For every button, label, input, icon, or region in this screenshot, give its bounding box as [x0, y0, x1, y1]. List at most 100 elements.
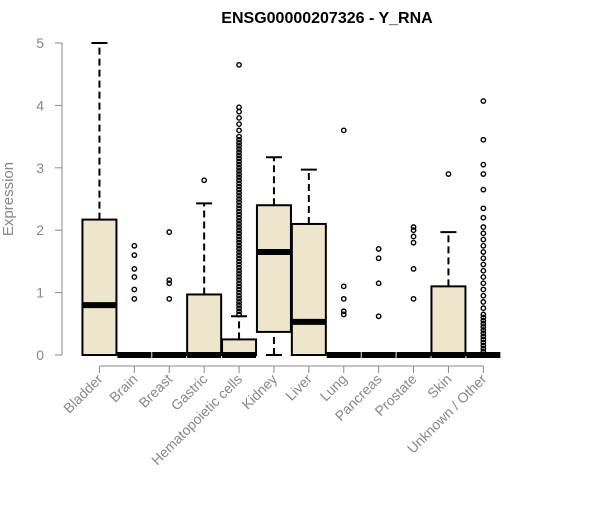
outlier-point [236, 261, 242, 268]
outlier-point [236, 230, 242, 237]
box-bladder [81, 42, 118, 356]
outlier-point [375, 280, 382, 287]
outlier-point [410, 233, 417, 240]
outlier-point [480, 214, 487, 221]
outlier-point [480, 327, 487, 333]
outlier-point [236, 133, 242, 140]
boxes [81, 42, 501, 358]
outlier-point [236, 158, 242, 165]
box-prostate [396, 224, 431, 358]
outlier-point [236, 239, 242, 246]
outlier-point [236, 136, 242, 143]
outlier-point [480, 98, 487, 104]
y-tick-label: 1 [36, 285, 44, 301]
outlier-point [236, 286, 242, 293]
box-iqr [290, 222, 327, 356]
outlier-point [236, 258, 242, 265]
outlier-point [236, 308, 242, 315]
outlier-point [236, 305, 242, 312]
x-tick-label: Liver [282, 371, 315, 404]
outlier-point [480, 345, 487, 352]
y-tick-label: 3 [36, 160, 44, 176]
outlier-point [236, 205, 242, 212]
outlier-point [236, 180, 242, 187]
outlier-point [236, 189, 242, 196]
outlier-point [480, 224, 487, 230]
outlier-point [480, 205, 487, 212]
outlier-point [236, 177, 242, 184]
outlier-point [131, 242, 138, 249]
outlier-point [236, 164, 242, 171]
outlier-point [375, 313, 382, 320]
outlier-point [375, 246, 382, 252]
outlier-point [236, 161, 242, 168]
outlier-point [480, 292, 487, 299]
outlier-point [340, 295, 347, 302]
outlier-point [480, 320, 487, 327]
outlier-point [480, 261, 487, 268]
box-liver [290, 168, 327, 356]
box-unknown-other [466, 98, 501, 358]
outlier-point [480, 305, 487, 312]
outlier-point [236, 104, 242, 111]
box-pancreas [361, 246, 396, 358]
outlier-point [236, 192, 242, 199]
outlier-point [236, 149, 242, 156]
outlier-point [236, 233, 242, 240]
outlier-point [480, 274, 487, 280]
outlier-point [236, 127, 242, 134]
outlier-point [480, 311, 487, 318]
outlier-point [236, 270, 242, 277]
x-tick-label: Bladder [60, 371, 106, 417]
outlier-point [236, 214, 242, 221]
outlier-point [236, 227, 242, 234]
outlier-point [480, 342, 487, 349]
outlier-point [236, 186, 242, 193]
outlier-point [236, 221, 242, 227]
outlier-point [236, 143, 242, 149]
outlier-point [236, 171, 242, 177]
outlier-point [480, 186, 487, 193]
outlier-point [236, 302, 242, 308]
outlier-point [236, 217, 242, 224]
outlier-point [236, 277, 242, 284]
outlier-point [236, 274, 242, 280]
outlier-point [201, 177, 208, 184]
outlier-point [236, 174, 242, 181]
outlier-point [480, 286, 487, 293]
outlier-point [131, 274, 138, 280]
outlier-point [480, 230, 487, 237]
x-tick-label: Kidney [238, 371, 280, 413]
box-kidney [255, 156, 292, 356]
outlier-point [480, 317, 487, 324]
outlier-point [236, 114, 242, 121]
outlier-point [480, 330, 487, 337]
outlier-point [480, 136, 487, 143]
outlier-point [236, 236, 242, 243]
outlier-point [340, 308, 347, 315]
outlier-point [131, 265, 138, 272]
outlier-point [166, 295, 173, 302]
outlier-point [480, 336, 487, 343]
box-hematopoietic-cells [221, 61, 258, 358]
outlier-point [236, 252, 242, 259]
box-gastric [186, 177, 223, 358]
outlier-point [480, 236, 487, 243]
outlier-point [340, 311, 347, 318]
outlier-point [236, 267, 242, 274]
outlier-point [166, 277, 173, 284]
outlier-point [480, 348, 487, 355]
box-iqr [186, 293, 223, 356]
outlier-point [480, 242, 487, 249]
outlier-point [480, 280, 487, 287]
outlier-point [236, 168, 242, 174]
outlier-point [236, 264, 242, 271]
outlier-point [480, 339, 487, 346]
outlier-point [236, 61, 242, 68]
outlier-point [410, 265, 417, 272]
box-iqr [255, 204, 292, 333]
chart-title: ENSG00000207326 - Y_RNA [221, 10, 433, 27]
outlier-point [166, 229, 173, 235]
outlier-point [410, 227, 417, 234]
